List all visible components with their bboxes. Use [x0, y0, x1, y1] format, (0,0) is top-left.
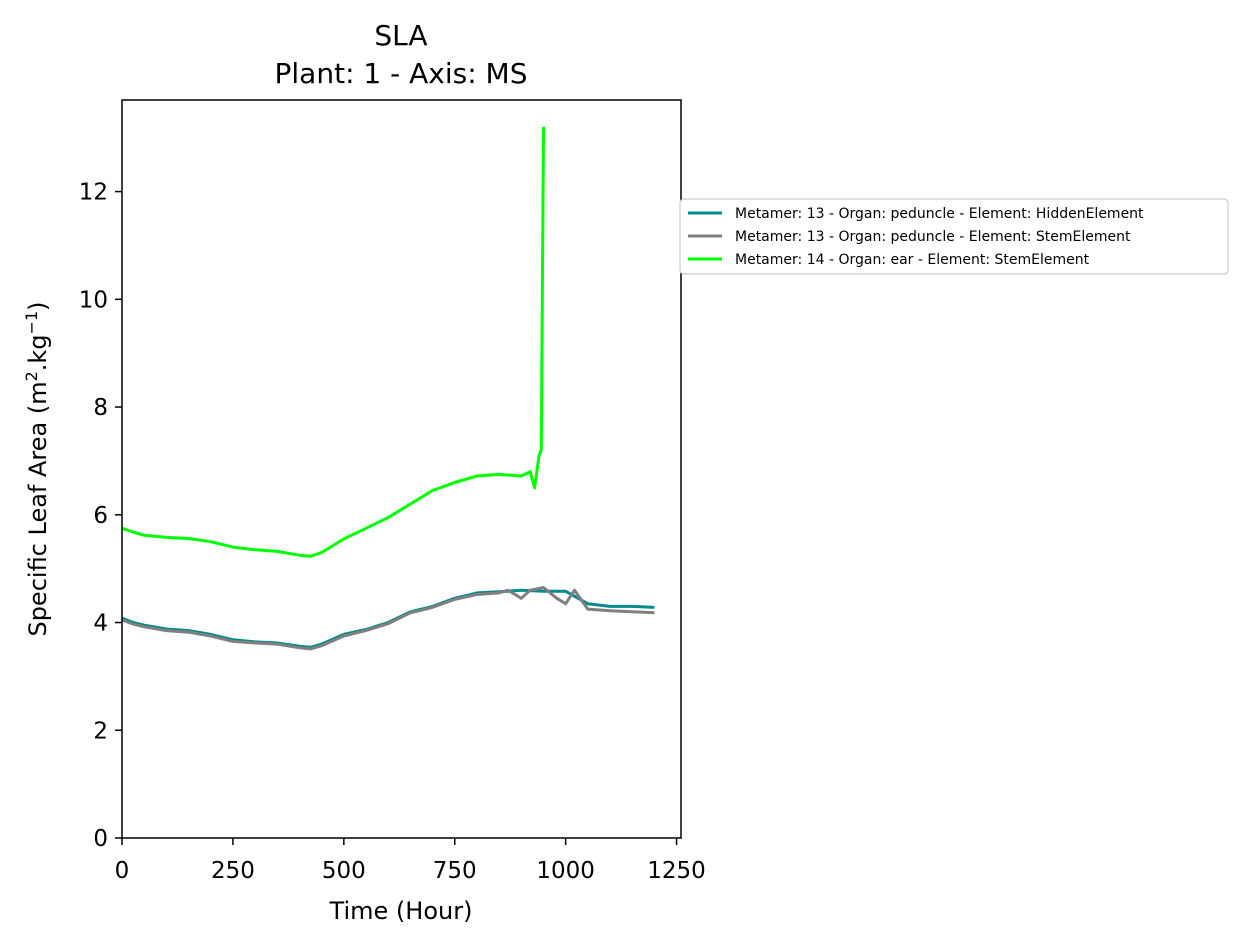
- y-tick-label: 6: [93, 503, 108, 529]
- y-tick-label: 12: [79, 180, 108, 206]
- x-tick-label: 250: [211, 858, 255, 884]
- y-tick-label: 10: [79, 287, 108, 313]
- legend-label: Metamer: 13 - Organ: peduncle - Element:…: [735, 229, 1131, 245]
- series-line-3: [121, 126, 545, 558]
- legend-label: Metamer: 13 - Organ: peduncle - Element:…: [735, 206, 1144, 222]
- legend-label: Metamer: 14 - Organ: ear - Element: Stem…: [735, 252, 1090, 268]
- plot-lines: [121, 126, 655, 651]
- x-tick-label: 0: [115, 858, 130, 884]
- legend-frame: [679, 198, 1229, 275]
- x-tick-label: 1250: [647, 858, 706, 884]
- x-axis-label: Time (Hour): [329, 897, 473, 925]
- y-axis: 0 2 4 6 8 10 12: [79, 180, 122, 852]
- y-tick-label: 0: [93, 826, 108, 852]
- x-tick-label: 1000: [536, 858, 595, 884]
- series-line-2: [121, 586, 655, 651]
- x-tick-label: 500: [322, 858, 366, 884]
- plot-frame: [121, 99, 682, 839]
- legend: Metamer: 13 - Organ: peduncle - Element:…: [679, 198, 1229, 275]
- y-axis-label: Specific Leaf Area (m2.kg−1): [22, 301, 52, 636]
- y-tick-label: 8: [93, 395, 108, 421]
- x-axis: 0 250 500 750 1000 1250: [115, 838, 706, 884]
- y-tick-label: 4: [93, 611, 108, 637]
- x-tick-label: 750: [433, 858, 477, 884]
- y-tick-label: 2: [93, 718, 108, 744]
- chart-subtitle: Plant: 1 - Axis: MS: [275, 57, 528, 90]
- chart-title: SLA: [374, 19, 427, 52]
